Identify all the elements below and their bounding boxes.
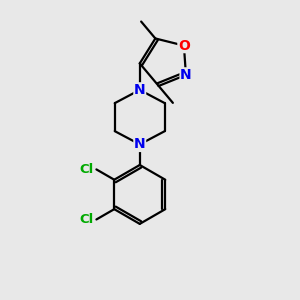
Text: N: N (134, 83, 146, 97)
Text: N: N (134, 137, 146, 152)
Text: Cl: Cl (79, 213, 93, 226)
Text: Cl: Cl (79, 163, 93, 176)
Text: O: O (178, 39, 190, 52)
Text: N: N (180, 68, 192, 82)
